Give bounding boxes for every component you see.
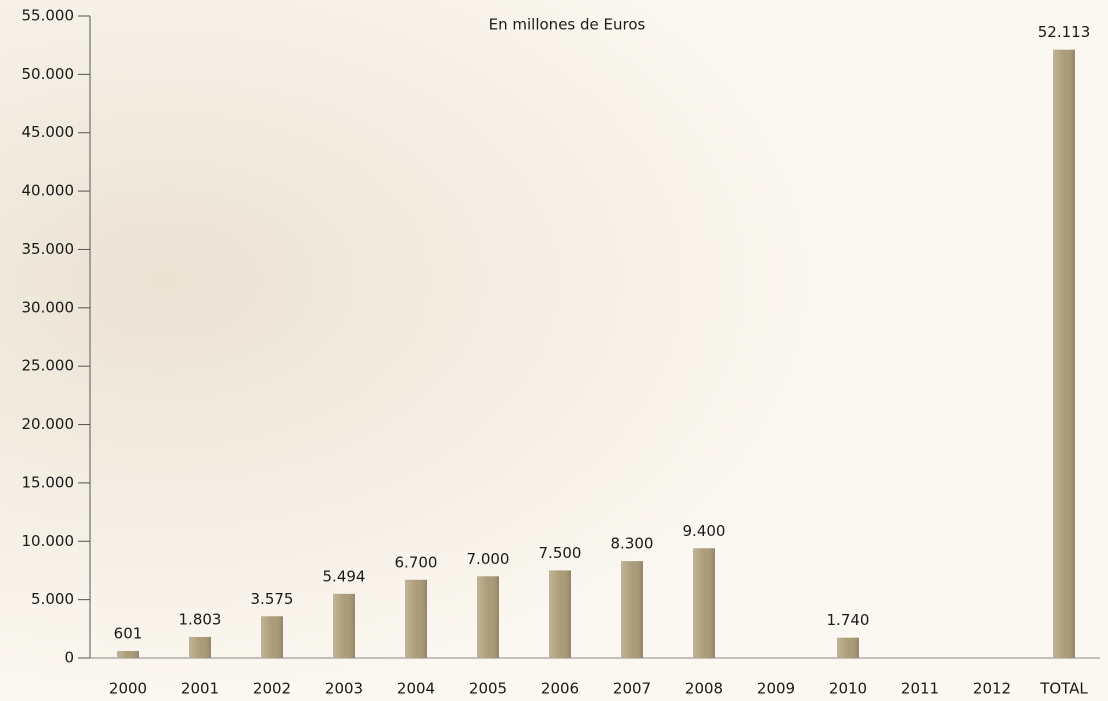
data-label: 5.494: [323, 567, 366, 585]
data-label: 601: [114, 624, 143, 642]
y-tick-label: 15.000: [22, 473, 75, 491]
x-tick-label: 2008: [685, 680, 723, 698]
data-label: 1.740: [827, 611, 870, 629]
data-label: 1.803: [179, 610, 222, 628]
data-label: 7.500: [539, 544, 582, 562]
y-tick-label: 40.000: [22, 182, 75, 200]
x-tick-label: 2002: [253, 680, 291, 698]
y-tick-label: 50.000: [22, 65, 75, 83]
bar-shading: [189, 636, 211, 658]
x-tick-label: 2007: [613, 680, 651, 698]
y-tick-label: 30.000: [22, 298, 75, 316]
data-label: 8.300: [611, 535, 654, 553]
x-tick-label: 2010: [829, 680, 867, 698]
bar-shading: [693, 548, 715, 658]
y-tick-label: 10.000: [22, 532, 75, 550]
bar-shading: [333, 593, 355, 658]
bar-shading: [1053, 49, 1075, 659]
data-label: 3.575: [251, 590, 294, 608]
x-tick-label: 2006: [541, 680, 579, 698]
x-tick-label: 2005: [469, 680, 507, 698]
bar-shading: [405, 579, 427, 658]
y-tick-label: 0: [64, 649, 74, 667]
bar-shading: [549, 570, 571, 658]
x-tick-label: 2003: [325, 680, 363, 698]
y-tick-label: 20.000: [22, 415, 75, 433]
data-label: 7.000: [467, 550, 510, 568]
x-tick-label: TOTAL: [1039, 680, 1088, 698]
data-label: 52.113: [1038, 23, 1091, 41]
bar-shading: [117, 650, 139, 658]
y-tick-label: 35.000: [22, 240, 75, 258]
y-tick-label: 5.000: [31, 590, 74, 608]
data-label: 6.700: [395, 553, 438, 571]
bar-shading: [837, 637, 859, 658]
bar-shading: [621, 561, 643, 658]
x-tick-label: 2001: [181, 680, 219, 698]
x-tick-label: 2009: [757, 680, 795, 698]
x-tick-label: 2004: [397, 680, 435, 698]
y-tick-label: 25.000: [22, 357, 75, 375]
chart-title: En millones de Euros: [489, 16, 646, 34]
x-tick-label: 2011: [901, 680, 939, 698]
x-tick-label: 2000: [109, 680, 147, 698]
bar-shading: [261, 616, 283, 658]
bar-shading: [477, 576, 499, 658]
x-tick-label: 2012: [973, 680, 1011, 698]
y-tick-label: 55.000: [22, 7, 75, 25]
data-label: 9.400: [683, 522, 726, 540]
y-tick-label: 45.000: [22, 123, 75, 141]
